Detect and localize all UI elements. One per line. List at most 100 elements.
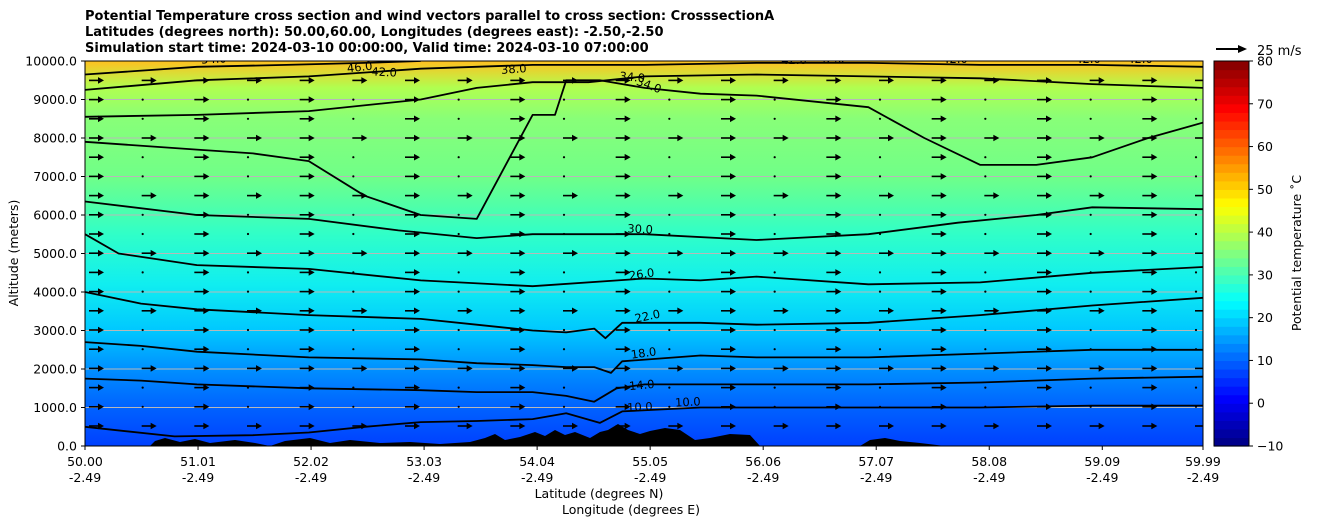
wind-vector [562, 213, 566, 216]
wind-vector [931, 345, 947, 353]
wind-vector [563, 422, 578, 430]
wind-vector [299, 96, 315, 103]
contour-label-4: 22.0 [633, 307, 661, 326]
x-tick-lat-label-10: 59.99 [1185, 454, 1221, 469]
wind-vector [563, 249, 578, 257]
wind-vector [89, 230, 104, 238]
wind-vector [562, 156, 566, 159]
wind-vector [405, 153, 420, 161]
wind-vector [931, 384, 947, 391]
wind-vector [141, 307, 157, 315]
wind-vector [352, 307, 368, 315]
wind-vector [1037, 153, 1052, 161]
wind-vector [1037, 288, 1052, 295]
wind-vector [352, 348, 355, 351]
wind-vector [773, 422, 789, 430]
wind-vector [1037, 230, 1052, 238]
wind-vector [299, 403, 315, 411]
wind-vector [721, 230, 736, 238]
colorbar-band-2 [1214, 420, 1249, 430]
wind-vector [826, 345, 842, 353]
wind-vector [984, 307, 1000, 315]
colorbar-band-15 [1214, 309, 1249, 319]
wind-vector [457, 156, 460, 159]
wind-vector [299, 249, 315, 257]
wind-vector [1142, 249, 1158, 257]
wind-vector [773, 328, 776, 332]
y-tick-label-10: 10000.0 [25, 54, 77, 69]
wind-vector [352, 232, 355, 236]
wind-vector [89, 249, 104, 257]
wind-vector [984, 213, 987, 216]
wind-vector [721, 96, 736, 103]
wind-vector [141, 134, 157, 142]
wind-vector [826, 422, 842, 430]
wind-vector [89, 326, 104, 334]
colorbar-band-25 [1214, 223, 1249, 233]
contour-label-16: 46.0 [346, 59, 373, 76]
wind-vector [510, 153, 526, 161]
colorbar-band-27 [1214, 206, 1249, 216]
wind-vector [510, 384, 526, 391]
contour-46 [85, 61, 421, 76]
wind-vector [773, 77, 789, 84]
wind-vector [246, 117, 250, 120]
wind-vector [89, 173, 104, 180]
wind-vector [984, 134, 1000, 142]
wind-vector [352, 365, 368, 372]
wind-vector [1194, 213, 1198, 216]
colorbar-tick-label-2: 10 [1257, 353, 1273, 368]
wind-vector [194, 326, 210, 334]
wind-vector [721, 384, 736, 391]
wind-vector [1142, 326, 1158, 334]
wind-vector [984, 249, 1000, 257]
wind-vector [773, 386, 776, 389]
wind-vector [510, 96, 526, 103]
wind-vector [141, 232, 144, 236]
wind-vector [89, 345, 104, 353]
wind-vector [510, 269, 526, 276]
wind-vector [141, 213, 144, 216]
x-tick-lat-label-1: 51.01 [180, 454, 216, 469]
wind-vector [615, 211, 631, 219]
colorbar-band-42 [1214, 78, 1249, 88]
x-tick-lat-label-5: 55.05 [632, 454, 668, 469]
wind-vector [457, 192, 473, 199]
wind-vector [1089, 192, 1105, 199]
wind-vector [1195, 137, 1203, 139]
wind-vector [510, 77, 526, 84]
colorbar-band-28 [1214, 197, 1249, 208]
wind-vector [615, 326, 631, 334]
colorbar-tick-label-9: 80 [1257, 54, 1273, 69]
x-tick-lon-label-8: -2.49 [973, 470, 1005, 485]
wind-vector [615, 115, 631, 123]
wind-vector [89, 307, 104, 315]
wind-vector [352, 405, 355, 408]
contour-10 [85, 404, 1203, 438]
wind-vector [457, 249, 473, 257]
wind-vector [984, 232, 987, 236]
wind-vector [194, 345, 210, 353]
wind-vector [457, 77, 473, 84]
wind-vector [826, 77, 842, 84]
wind-vector [615, 345, 631, 353]
wind-vector [247, 249, 262, 257]
wind-vector [352, 156, 355, 159]
wind-vector [141, 271, 144, 274]
wind-vector [826, 307, 842, 315]
wind-vector [562, 98, 566, 101]
colorbar-tick-label-5: 40 [1257, 225, 1273, 240]
wind-vector [141, 422, 157, 430]
y-tick-label-4: 4000.0 [33, 285, 77, 300]
wind-vector [615, 173, 631, 180]
wind-vector [773, 98, 776, 101]
wind-vector [721, 211, 736, 219]
wind-vector [457, 98, 460, 101]
wind-vector [457, 213, 460, 216]
wind-vector [984, 175, 987, 178]
wind-vector [352, 328, 355, 332]
wind-vector [457, 134, 473, 142]
wind-vector [89, 153, 104, 161]
wind-vector [247, 422, 262, 430]
contour-label-9: 38.0 [501, 61, 528, 77]
